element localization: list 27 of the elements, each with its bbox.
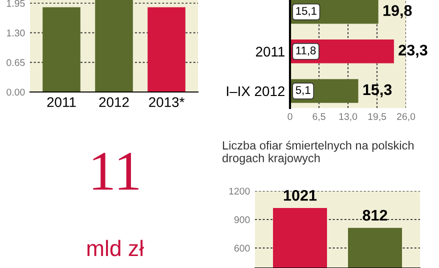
y-tick-label: 600 (234, 244, 250, 252)
y-tick-label: I–IX 2012 (226, 86, 284, 96)
annotation: 11,8 (296, 46, 316, 56)
y-tick-label: 1.95 (6, 0, 25, 7)
x-tick-label: 2013* (149, 97, 184, 108)
x-tick-label: 19,5 (368, 113, 386, 122)
annotation: 15,1 (296, 7, 316, 16)
text: 11 (93, 152, 138, 190)
text: mld zł (87, 240, 144, 256)
annotation: 5,1 (296, 86, 310, 96)
data-label: 19,8 (383, 5, 412, 18)
y-tick-label: 0.00 (6, 88, 25, 96)
x-tick-label: 26,0 (397, 113, 416, 122)
x-tick-label: 2011 (47, 97, 76, 108)
chart-title: Liczba ofiar śmiertelnych na polskich drogach krajowych (222, 140, 414, 165)
y-tick-label: 1.30 (6, 30, 25, 36)
data-label: 812 (362, 210, 388, 221)
data-label: 1021 (284, 190, 317, 201)
data-label: 23,3 (398, 44, 428, 58)
y-tick-label: 900 (234, 216, 250, 224)
x-tick-label: 13,0 (339, 113, 358, 122)
y-tick-label: 1200 (229, 188, 250, 195)
data-label: 15,3 (363, 84, 392, 98)
x-tick-label: 2012 (99, 97, 129, 108)
y-tick-label: 0.65 (6, 59, 25, 66)
x-tick-label: 0 (288, 113, 292, 120)
x-tick-label: 6,5 (312, 113, 326, 122)
